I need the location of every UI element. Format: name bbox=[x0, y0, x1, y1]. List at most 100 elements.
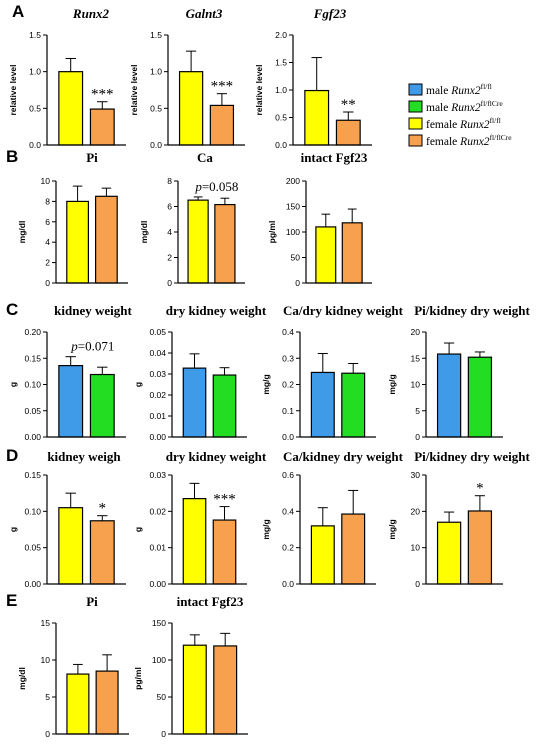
y-tick-label: 0.5 bbox=[275, 113, 287, 123]
legend: male Runx2fl/fl male Runx2fl/flCre female … bbox=[408, 82, 512, 148]
chart-title: Pi bbox=[86, 150, 98, 165]
bar-chart: dry kidney weight 0.00 0.01 0.02 0.03 0.04 0.0… bbox=[133, 303, 267, 442]
chart-title: intact Fgf23 bbox=[177, 594, 244, 609]
y-tick-label: 0.00 bbox=[24, 432, 41, 442]
y-axis-label: pg/ml bbox=[267, 221, 277, 244]
chart-title: dry kidney weight bbox=[166, 449, 267, 464]
y-axis-label: g bbox=[133, 382, 143, 387]
bar bbox=[89, 520, 115, 585]
legend-swatch bbox=[408, 117, 423, 130]
bar bbox=[66, 200, 90, 284]
y-tick-label: 20 bbox=[411, 327, 421, 337]
chart-title: Ca bbox=[197, 150, 213, 165]
y-tick-label: 0.3 bbox=[282, 353, 294, 363]
chart-title: Galnt3 bbox=[186, 6, 223, 21]
bar bbox=[66, 673, 90, 735]
bar-chart: intact Fgf23 0 50 100 150 200 pg/ml bbox=[267, 150, 372, 288]
y-axis-label: mg/dl bbox=[17, 667, 27, 690]
y-tick-label: 0.2 bbox=[282, 380, 294, 390]
y-tick-label: 0.05 bbox=[149, 327, 166, 337]
y-tick-label: 150 bbox=[286, 202, 300, 212]
y-tick-label: 10 bbox=[41, 655, 51, 665]
bar-chart: Ca/dry kidney weight 0.0 0.1 0.2 0.3 0.4 mg/g bbox=[261, 303, 404, 442]
y-tick-label: 2.0 bbox=[275, 30, 287, 40]
y-tick-label: 0.15 bbox=[24, 353, 41, 363]
legend-swatch bbox=[408, 83, 423, 96]
panel-letter: D bbox=[6, 446, 18, 465]
chart-title: intact Fgf23 bbox=[301, 150, 368, 165]
y-tick-label: 10 bbox=[411, 543, 421, 553]
y-tick-label: 10 bbox=[411, 380, 421, 390]
y-tick-label: 0.6 bbox=[282, 470, 294, 480]
y-tick-label: 200 bbox=[286, 176, 300, 186]
bar bbox=[436, 521, 462, 585]
y-axis-label: mg/g bbox=[261, 519, 271, 539]
y-tick-label: 0.1 bbox=[282, 406, 294, 416]
y-tick-label: 4 bbox=[45, 237, 50, 247]
significance-label: *** bbox=[211, 79, 234, 95]
legend-entry: female Runx2fl/fl bbox=[426, 116, 501, 131]
y-tick-label: 0.0 bbox=[275, 140, 287, 150]
y-tick-label: 100 bbox=[286, 227, 300, 237]
significance-label: p=0.058 bbox=[194, 179, 238, 194]
legend-entry: male Runx2fl/fl bbox=[426, 82, 492, 97]
y-tick-label: 1.0 bbox=[150, 67, 162, 77]
y-tick-label: 0 bbox=[45, 729, 50, 739]
chart-title: Pi/kidney dry weight bbox=[414, 449, 530, 464]
y-axis-label: relative level bbox=[8, 64, 18, 115]
y-tick-label: 100 bbox=[152, 655, 166, 665]
bar bbox=[89, 373, 115, 438]
y-tick-label: 0.00 bbox=[149, 432, 166, 442]
y-tick-label: 5 bbox=[45, 692, 50, 702]
bar bbox=[467, 510, 493, 585]
y-tick-label: 0 bbox=[161, 729, 166, 739]
y-axis-label: g bbox=[133, 527, 143, 532]
y-tick-label: 6 bbox=[167, 202, 172, 212]
bar bbox=[58, 365, 84, 438]
y-tick-label: 10 bbox=[41, 176, 51, 186]
y-tick-label: 15 bbox=[41, 618, 51, 628]
y-tick-label: 0.00 bbox=[149, 579, 166, 589]
bar bbox=[89, 108, 115, 146]
y-tick-label: 8 bbox=[167, 176, 172, 186]
significance-label: *** bbox=[213, 492, 236, 508]
y-tick-label: 0.4 bbox=[282, 506, 294, 516]
y-tick-label: 0 bbox=[167, 278, 172, 288]
bar-chart: Pi 0 5 10 15 mg/dl bbox=[17, 594, 129, 739]
bar bbox=[58, 507, 84, 585]
legend-swatch bbox=[408, 100, 423, 113]
bar-chart: Ca/kidney dry weight 0.0 0.2 0.4 0.6 mg/g bbox=[261, 449, 404, 589]
chart-title: kidney weigh bbox=[47, 449, 121, 464]
y-axis-label: mg/dl bbox=[17, 221, 27, 244]
panel-letter: A bbox=[12, 2, 24, 21]
y-tick-label: 0.0 bbox=[282, 579, 294, 589]
bar-chart: Runx2 0.0 0.5 1.0 1.5 relative level *** bbox=[8, 6, 126, 150]
y-tick-label: 1.0 bbox=[29, 67, 41, 77]
bar-chart: intact Fgf23 0 50 100 150 pg/ml bbox=[133, 594, 248, 739]
y-tick-label: 0 bbox=[415, 579, 420, 589]
y-axis-label: mg/g bbox=[387, 374, 397, 394]
y-tick-label: 1.5 bbox=[29, 30, 41, 40]
bar bbox=[182, 498, 207, 585]
bar bbox=[315, 226, 337, 284]
bar bbox=[212, 374, 237, 438]
chart-title: kidney weight bbox=[54, 303, 132, 318]
chart-title: Ca/dry kidney weight bbox=[283, 303, 404, 318]
bar bbox=[310, 371, 335, 438]
y-tick-label: 50 bbox=[157, 692, 167, 702]
bar bbox=[212, 519, 237, 585]
significance-label: * bbox=[476, 481, 484, 497]
bar bbox=[213, 645, 238, 735]
y-tick-label: 0.04 bbox=[149, 348, 166, 358]
y-tick-label: 1.5 bbox=[275, 58, 287, 68]
bar-chart: kidney weigh 0.00 0.05 0.10 0.15 g * bbox=[8, 449, 126, 589]
y-tick-label: 0.02 bbox=[149, 506, 166, 516]
y-tick-label: 0.01 bbox=[149, 543, 166, 553]
y-axis-label: pg/ml bbox=[133, 667, 143, 690]
y-tick-label: 1.0 bbox=[275, 85, 287, 95]
y-tick-label: 0.05 bbox=[24, 543, 41, 553]
y-tick-label: 2 bbox=[45, 258, 50, 268]
y-tick-label: 15 bbox=[411, 353, 421, 363]
y-tick-label: 0 bbox=[45, 278, 50, 288]
y-tick-label: 8 bbox=[45, 196, 50, 206]
